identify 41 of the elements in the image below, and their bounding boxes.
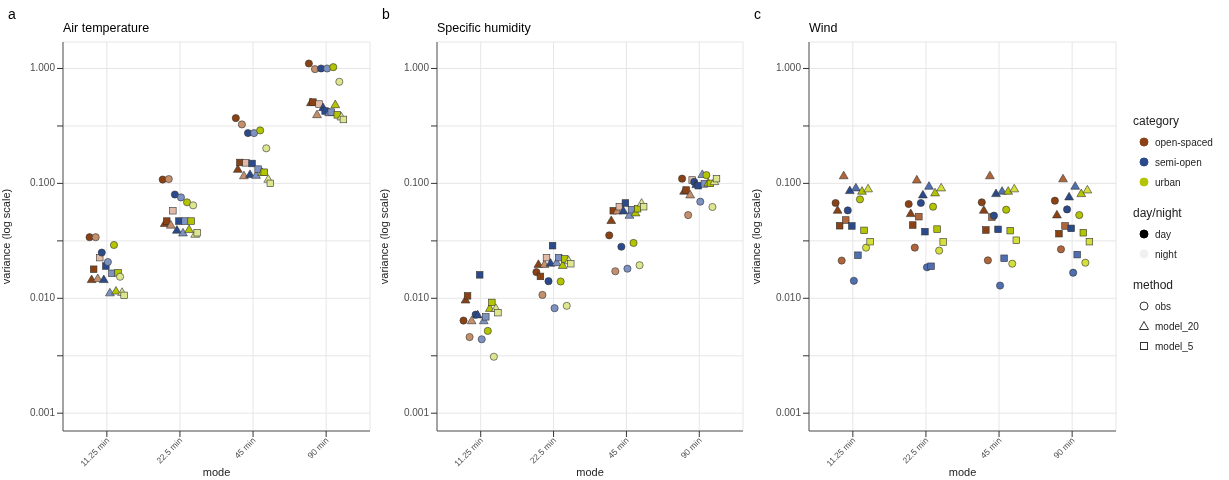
text: semi-open xyxy=(1155,156,1202,168)
text: category xyxy=(1133,114,1181,128)
text: open-spaced xyxy=(1155,136,1213,148)
text: day/night xyxy=(1133,206,1183,220)
text: obs xyxy=(1155,300,1172,312)
y-tick-label: 1.000 xyxy=(403,62,430,74)
y-axis-title: variance (log scale) xyxy=(750,188,762,285)
x-tick-label: 90 min xyxy=(1051,435,1077,461)
y-axis-title: variance (log scale) xyxy=(0,188,12,285)
text: a xyxy=(8,6,16,22)
x-tick-label: 90 min xyxy=(678,435,704,461)
y-tick-label: 0.010 xyxy=(29,292,56,304)
text: method xyxy=(1133,278,1175,292)
x-axis-title: mode xyxy=(576,466,604,478)
text: model_5 xyxy=(1155,340,1194,352)
x-axis-title: mode xyxy=(948,466,977,478)
chart-title: Wind xyxy=(809,21,838,35)
x-tick-label: 45 min xyxy=(605,435,632,461)
y-tick-label: 1.000 xyxy=(29,62,56,74)
chart-title: Specific humidity xyxy=(437,21,531,35)
y-tick-label: 0.100 xyxy=(29,177,56,189)
text: b xyxy=(382,6,390,22)
text: night xyxy=(1155,248,1177,260)
y-tick-label: 0.100 xyxy=(403,177,430,189)
y-tick-label: 0.001 xyxy=(29,407,56,419)
text: c xyxy=(754,6,761,22)
x-tick-label: 90 min xyxy=(305,435,331,461)
x-axis-title: mode xyxy=(202,466,231,478)
text: urban xyxy=(1155,176,1181,188)
y-tick-label: 0.010 xyxy=(403,292,430,304)
x-tick-label: 45 min xyxy=(978,435,1004,461)
y-tick-label: 0.001 xyxy=(403,407,430,419)
y-tick-label: 1.000 xyxy=(775,62,802,74)
chart-title: Air temperature xyxy=(63,21,150,35)
text: model_20 xyxy=(1155,320,1199,332)
y-tick-label: 0.010 xyxy=(775,292,802,304)
y-axis-title: variance (log scale) xyxy=(378,188,390,285)
x-tick-label: 45 min xyxy=(232,435,258,461)
text: day xyxy=(1155,228,1172,240)
y-tick-label: 0.100 xyxy=(775,177,802,189)
y-tick-label: 0.001 xyxy=(775,407,802,419)
